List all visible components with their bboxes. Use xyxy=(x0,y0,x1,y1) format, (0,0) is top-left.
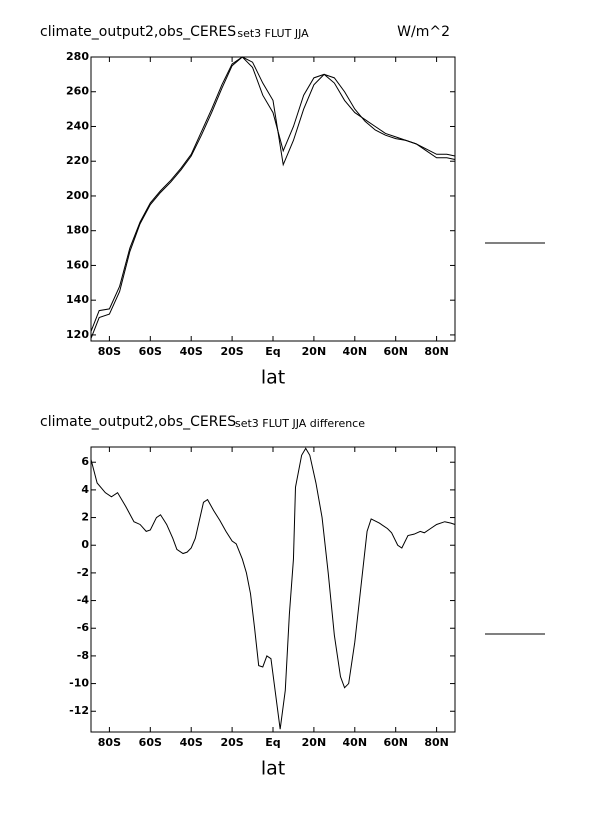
x-tick-label: 20N xyxy=(302,345,327,358)
x-tick-label: 40N xyxy=(343,736,368,749)
x-tick-label: 60N xyxy=(383,345,408,358)
x-axis-label: lat xyxy=(261,367,285,389)
y-tick-label: -12 xyxy=(69,704,89,717)
y-tick-label: 2 xyxy=(81,511,89,524)
x-axis-label: lat xyxy=(261,758,285,780)
y-tick-label: 220 xyxy=(66,154,89,167)
y-tick-label: 260 xyxy=(66,85,89,98)
x-tick-label: 40S xyxy=(180,736,203,749)
y-tick-label: -10 xyxy=(69,677,89,690)
x-tick-label: 80S xyxy=(98,736,121,749)
y-tick-label: 240 xyxy=(66,119,89,132)
chart-title: climate_output2,obs_CERES xyxy=(40,24,236,40)
data-line xyxy=(90,56,456,339)
y-tick-label: -4 xyxy=(77,594,90,607)
y-tick-label: 4 xyxy=(81,483,89,496)
x-tick-label: Eq xyxy=(265,345,280,358)
y-tick-label: -2 xyxy=(77,566,89,579)
x-tick-label: 40S xyxy=(180,345,203,358)
y-tick-label: 200 xyxy=(66,189,89,202)
y-tick-label: 180 xyxy=(66,224,89,237)
chart-subtitle: set3 FLUT JJA xyxy=(237,27,309,40)
units-label: W/m^2 xyxy=(397,24,450,40)
data-line xyxy=(90,56,456,332)
y-tick-label: 120 xyxy=(66,328,89,341)
x-tick-label: 80S xyxy=(98,345,121,358)
chart-subtitle: set3 FLUT JJA difference xyxy=(235,417,365,430)
plot-frame xyxy=(90,446,456,733)
y-tick-label: -8 xyxy=(77,649,89,662)
x-tick-label: 80N xyxy=(424,736,449,749)
x-tick-label: 60S xyxy=(139,736,162,749)
x-tick-label: 60N xyxy=(383,736,408,749)
chart-title: climate_output2,obs_CERES xyxy=(40,414,236,430)
x-tick-label: 40N xyxy=(343,345,368,358)
data-line xyxy=(90,447,456,730)
y-tick-label: -6 xyxy=(77,621,90,634)
x-tick-label: 20S xyxy=(220,345,243,358)
x-tick-label: Eq xyxy=(265,736,280,749)
y-tick-label: 160 xyxy=(66,258,89,271)
y-tick-label: 6 xyxy=(81,455,89,468)
x-tick-label: 80N xyxy=(424,345,449,358)
y-tick-label: 140 xyxy=(66,293,89,306)
y-tick-label: 280 xyxy=(66,50,89,63)
y-tick-label: 0 xyxy=(81,538,89,551)
x-tick-label: 60S xyxy=(139,345,162,358)
x-tick-label: 20N xyxy=(302,736,327,749)
x-tick-label: 20S xyxy=(220,736,243,749)
